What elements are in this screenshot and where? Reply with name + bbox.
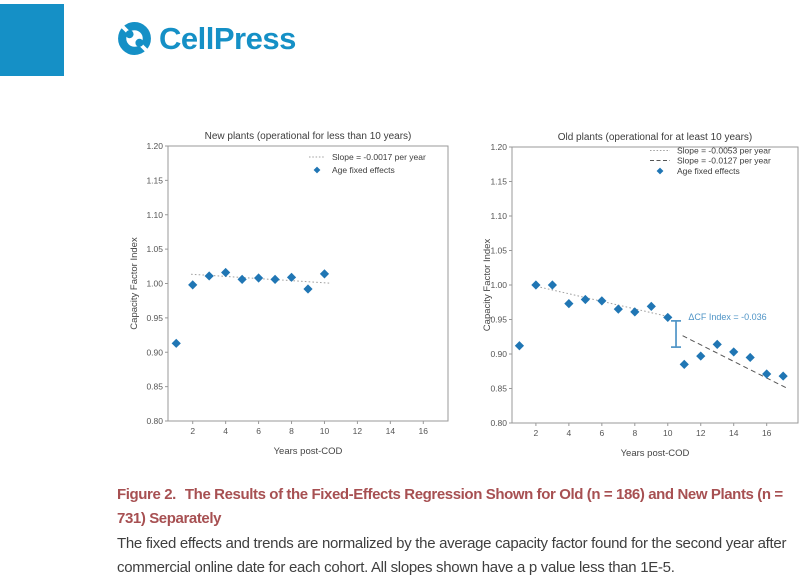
legend-label: Age fixed effects (332, 165, 395, 175)
legend-diamond-icon (656, 167, 664, 175)
y-tick-label: 1.05 (490, 246, 507, 256)
data-point (253, 273, 264, 283)
trend-line-dashed (682, 335, 790, 390)
y-tick-label: 0.85 (490, 384, 507, 394)
y-tick-label: 0.95 (146, 313, 163, 323)
y-tick-label: 0.95 (490, 315, 507, 325)
chart-title: New plants (operational for less than 10… (205, 131, 412, 142)
data-point (221, 267, 231, 278)
data-point (204, 271, 214, 281)
y-tick-label: 0.80 (146, 416, 163, 426)
x-tick-label: 6 (599, 428, 604, 438)
y-tick-label: 1.10 (146, 210, 163, 220)
x-tick-label: 6 (256, 426, 261, 436)
x-tick-label: 4 (223, 426, 228, 436)
data-point (564, 299, 574, 309)
y-tick-label: 1.15 (146, 175, 163, 185)
data-point (270, 274, 280, 284)
data-point (188, 280, 198, 290)
x-tick-label: 14 (729, 428, 739, 438)
y-tick-label: 1.20 (146, 141, 163, 151)
data-point (696, 351, 706, 361)
data-point (745, 352, 755, 363)
data-point (663, 312, 673, 323)
y-tick-label: 0.90 (490, 349, 507, 359)
data-point (531, 280, 541, 290)
brand-corner-block (0, 4, 64, 76)
data-point (630, 307, 640, 317)
legend-label: Age fixed effects (677, 166, 740, 176)
data-point (303, 284, 313, 294)
y-tick-label: 1.10 (490, 211, 507, 221)
data-point (286, 272, 297, 282)
data-point (712, 339, 722, 349)
chart-title: Old plants (operational for at least 10 … (558, 132, 753, 143)
x-tick-label: 10 (663, 428, 673, 438)
legend-label: Slope = -0.0053 per year (677, 146, 771, 156)
cellpress-logo-text: CellPress (159, 20, 296, 56)
data-point (514, 341, 525, 351)
y-axis-label: Capacity Factor Index (129, 237, 140, 330)
data-point (762, 369, 772, 379)
x-tick-label: 10 (320, 426, 330, 436)
x-tick-label: 14 (386, 426, 396, 436)
figure-caption-body: The fixed effects and trends are normali… (117, 535, 787, 576)
figure-title: The Results of the Fixed-Effects Regress… (117, 486, 783, 527)
data-point (580, 294, 590, 305)
y-tick-label: 0.80 (490, 418, 507, 428)
cellpress-mark-icon (118, 22, 151, 55)
y-tick-label: 1.00 (146, 279, 163, 289)
data-point (547, 280, 557, 290)
data-point (778, 371, 788, 381)
legend-label: Slope = -0.0127 per year (677, 156, 771, 166)
plot-border (167, 145, 449, 422)
chart-old-plants: 2 4 6 8 10 12 14 16 0.80 0.85 0.90 0.95 1.00 1.05 1.10… (482, 132, 799, 459)
data-point (729, 347, 739, 357)
trend-line-dotted (536, 285, 674, 319)
y-tick-label: 1.20 (490, 142, 507, 152)
legend-diamond-icon (313, 166, 321, 174)
y-tick-label: 0.90 (146, 347, 163, 357)
data-point (597, 296, 607, 306)
cellpress-logo: CellPress (116, 20, 296, 57)
x-tick-label: 12 (696, 428, 706, 438)
x-tick-label: 4 (567, 428, 572, 438)
x-tick-label: 2 (190, 426, 195, 436)
y-axis-label: Capacity Factor Index (482, 239, 493, 332)
x-tick-label: 8 (289, 426, 294, 436)
y-tick-label: 1.00 (490, 280, 507, 290)
data-point (646, 301, 656, 311)
data-point (613, 304, 623, 314)
figure-caption: Figure 2. The Results of the Fixed-Effect… (117, 483, 797, 580)
x-tick-label: 8 (632, 428, 637, 438)
delta-cf-annotation: ΔCF Index = -0.036 (688, 312, 766, 322)
figure-number: Figure 2. (117, 486, 176, 503)
data-point (679, 359, 689, 369)
legend-label: Slope = -0.0017 per year (332, 152, 426, 162)
figure-caption-heading: Figure 2. The Results of the Fixed-Effect… (117, 483, 797, 531)
data-point (319, 269, 330, 279)
data-point (237, 274, 247, 284)
x-axis-label: Years post-COD (274, 446, 343, 457)
x-axis-label: Years post-COD (621, 448, 690, 459)
y-tick-label: 1.05 (146, 244, 163, 254)
x-tick-label: 16 (762, 428, 772, 438)
y-tick-label: 1.15 (490, 177, 507, 187)
x-tick-label: 2 (534, 428, 539, 438)
chart-new-plants: 2 4 6 8 10 12 14 16 0.80 0.85 0.90 0.95 1.00 1.05 1.10… (129, 131, 449, 457)
x-tick-label: 16 (419, 426, 429, 436)
y-tick-label: 0.85 (146, 382, 163, 392)
x-tick-label: 12 (353, 426, 363, 436)
data-point (171, 338, 181, 348)
